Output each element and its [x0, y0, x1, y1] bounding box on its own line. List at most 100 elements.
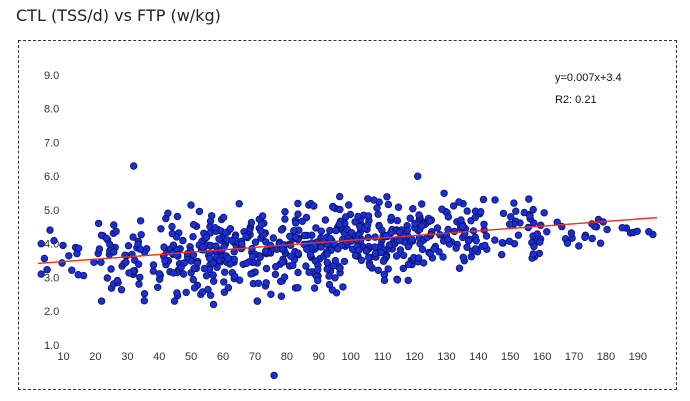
data-point — [430, 245, 438, 253]
x-tick-label: 100 — [342, 351, 360, 363]
y-tick-label: 1.0 — [44, 340, 59, 352]
x-tick-label: 110 — [374, 351, 392, 363]
data-point — [74, 271, 82, 279]
data-point — [173, 212, 182, 221]
x-tick-label: 40 — [153, 351, 165, 363]
data-point — [393, 216, 402, 225]
trendline — [37, 216, 658, 265]
data-point — [507, 213, 515, 221]
data-point — [187, 201, 195, 209]
data-point — [248, 244, 256, 253]
data-point — [530, 242, 538, 251]
data-point — [364, 195, 372, 203]
data-point — [43, 266, 51, 274]
data-point — [235, 276, 244, 284]
data-point — [300, 231, 309, 240]
data-point — [271, 270, 280, 279]
data-point — [567, 229, 576, 237]
data-point — [291, 233, 300, 241]
data-point — [254, 279, 263, 287]
data-point — [351, 251, 360, 260]
data-point — [212, 242, 220, 250]
data-point — [74, 244, 83, 252]
data-point — [125, 269, 133, 277]
data-point — [278, 258, 287, 266]
data-point — [581, 233, 589, 241]
data-point — [59, 241, 67, 250]
data-point — [325, 280, 334, 289]
data-point — [404, 276, 412, 285]
data-point — [179, 236, 187, 245]
data-point — [472, 237, 480, 245]
data-point — [314, 276, 322, 285]
data-point — [129, 233, 137, 241]
data-point — [113, 276, 122, 285]
data-point — [140, 290, 149, 298]
data-points — [37, 162, 657, 380]
x-tick-label: 30 — [121, 351, 133, 363]
data-point — [529, 205, 537, 214]
data-point — [247, 270, 255, 278]
data-point — [312, 224, 320, 232]
data-point — [373, 204, 381, 212]
data-point — [289, 261, 297, 270]
x-tick-label: 50 — [185, 351, 197, 363]
data-point — [106, 240, 114, 249]
y-tick-label: 9.0 — [44, 70, 59, 82]
data-point — [211, 223, 219, 232]
data-point — [247, 218, 256, 227]
data-point — [409, 204, 417, 213]
data-point — [463, 243, 471, 251]
data-point — [224, 284, 233, 292]
data-point — [362, 247, 370, 255]
data-point — [464, 237, 473, 245]
data-point — [491, 196, 499, 204]
data-point — [512, 207, 520, 215]
data-point — [396, 246, 405, 254]
data-point — [414, 172, 422, 180]
data-point — [124, 241, 133, 250]
data-point — [50, 236, 58, 245]
data-point — [173, 250, 181, 259]
data-point — [482, 232, 491, 240]
data-point — [414, 254, 423, 262]
chart-frame — [18, 40, 677, 390]
data-point — [190, 284, 199, 292]
data-point — [303, 245, 311, 253]
x-tick-label: 120 — [405, 351, 423, 363]
data-point — [371, 233, 379, 241]
data-point — [404, 260, 413, 269]
data-point — [37, 239, 45, 248]
data-point — [270, 371, 278, 380]
data-point — [277, 226, 286, 234]
data-point — [498, 250, 506, 259]
data-point — [525, 195, 533, 203]
data-point — [364, 253, 373, 262]
data-point — [416, 240, 424, 248]
data-point — [321, 216, 330, 224]
data-point — [262, 264, 271, 273]
data-point — [418, 222, 426, 230]
data-point — [366, 262, 374, 270]
data-point — [278, 245, 286, 253]
chart-title: CTL (TSS/d) vs FTP (w/kg) — [16, 6, 221, 25]
data-point — [189, 275, 197, 284]
data-point — [136, 217, 145, 225]
data-point — [294, 210, 302, 218]
data-point — [157, 225, 165, 233]
trendline-group — [37, 216, 658, 265]
data-point — [58, 259, 66, 267]
y-tick-label: 7.0 — [44, 137, 59, 149]
data-point — [292, 219, 300, 227]
data-point — [286, 232, 294, 240]
data-point — [408, 235, 416, 244]
data-point — [540, 209, 548, 217]
x-tick-label: 180 — [597, 351, 615, 363]
data-point — [323, 250, 331, 258]
data-point — [195, 207, 204, 216]
data-point — [603, 225, 611, 234]
data-point — [238, 240, 246, 248]
data-point — [399, 264, 407, 273]
data-point — [257, 220, 266, 229]
